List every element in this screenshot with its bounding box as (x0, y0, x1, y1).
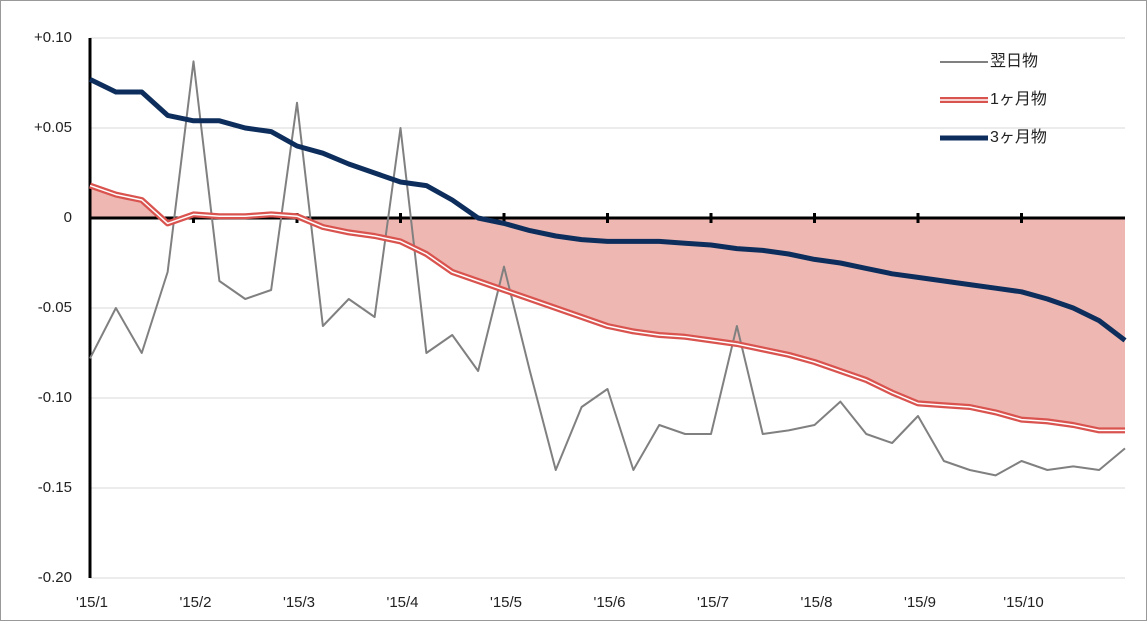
x-tick-label: '15/9 (904, 594, 936, 611)
y-tick-label: -0.10 (38, 389, 72, 406)
legend-label: 1ヶ月物 (990, 90, 1047, 108)
y-tick-label: -0.20 (38, 569, 72, 586)
y-tick-label: +0.05 (34, 119, 72, 136)
line-series (88, 77, 1127, 343)
line-inner (89, 184, 1125, 432)
line-series (89, 60, 1126, 477)
legend-label: 翌日物 (990, 52, 1038, 70)
y-tick-label: 0 (64, 209, 72, 226)
area-fill (90, 185, 1125, 431)
y-tick-label: -0.15 (38, 479, 72, 496)
x-tick-label: '15/8 (800, 594, 832, 611)
x-tick-label: '15/6 (593, 594, 625, 611)
y-tick-label: -0.05 (38, 299, 72, 316)
legend-label: 3ヶ月物 (990, 128, 1047, 146)
y-tick-label: +0.10 (34, 29, 72, 46)
x-tick-label: '15/5 (490, 594, 522, 611)
x-tick-label: '15/1 (76, 594, 108, 611)
x-tick-label: '15/10 (1003, 594, 1043, 611)
x-tick-label: '15/3 (283, 594, 315, 611)
x-tick-label: '15/7 (697, 594, 729, 611)
x-tick-label: '15/2 (179, 594, 211, 611)
x-tick-label: '15/4 (386, 594, 418, 611)
